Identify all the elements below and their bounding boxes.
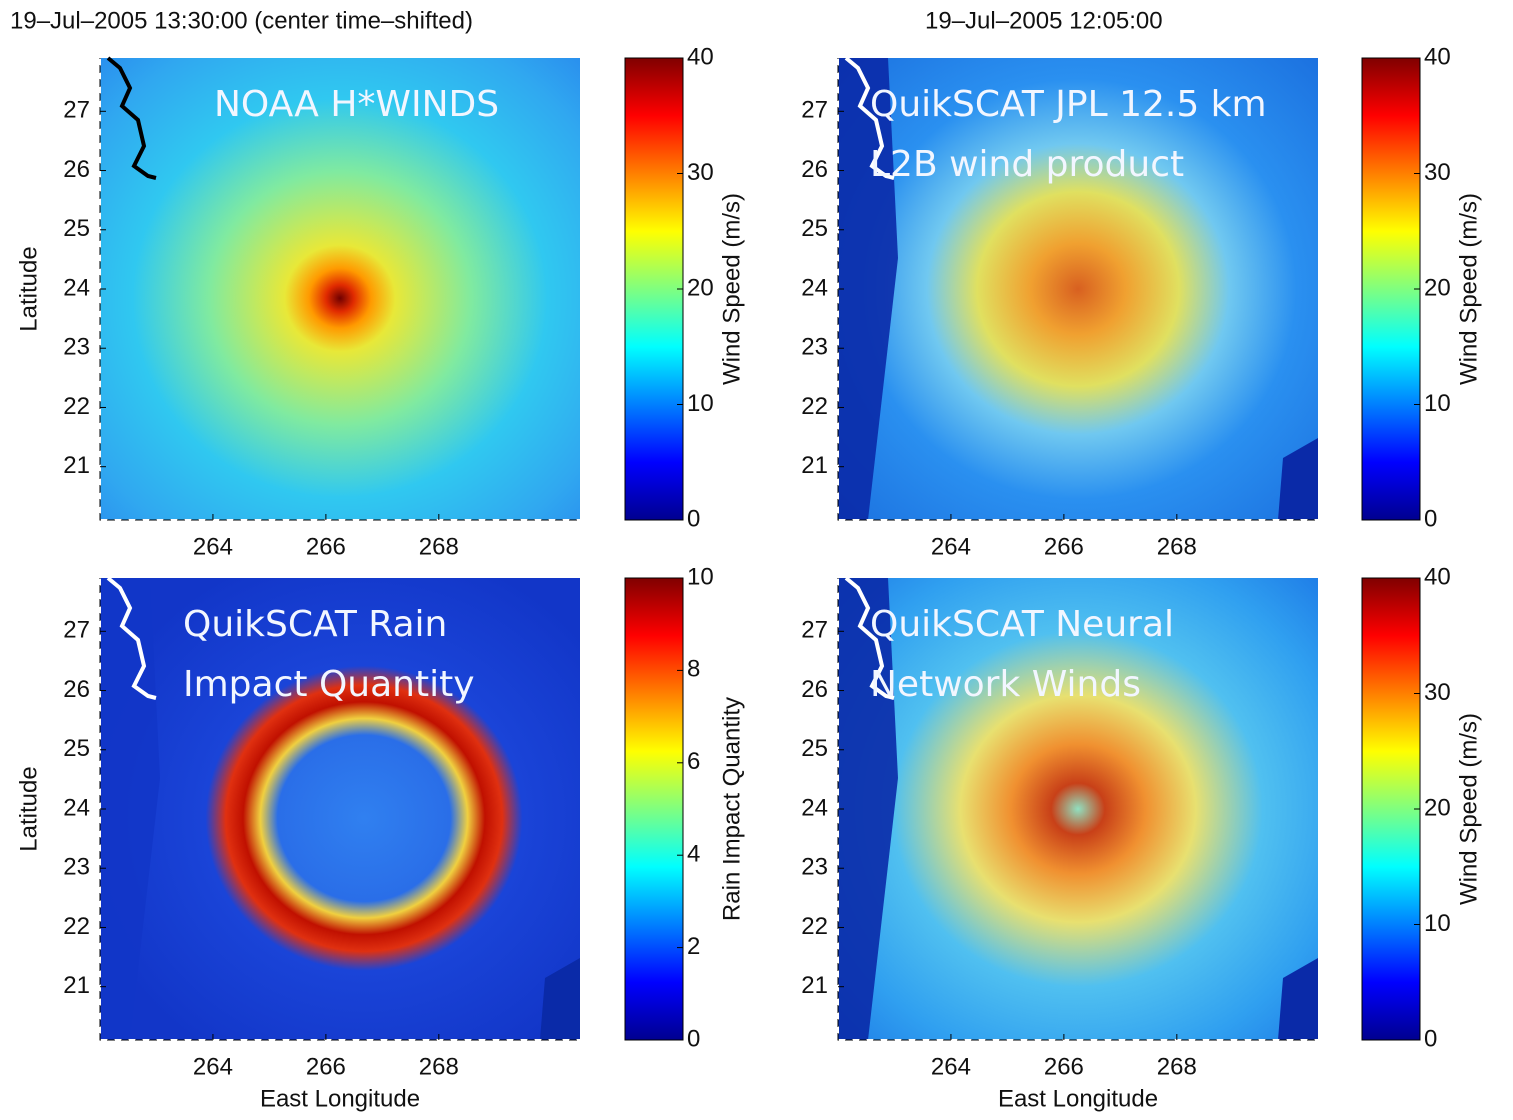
heatmap — [838, 578, 1318, 1040]
y-tick-label: 25 — [801, 215, 828, 242]
coastline — [844, 56, 895, 180]
colorbar-tick-label: 10 — [1424, 910, 1451, 937]
x-tick-label: 266 — [306, 1053, 346, 1080]
colorbar-tick-label: 40 — [687, 43, 714, 70]
colorbar-tick-label: 6 — [687, 748, 700, 775]
coastline — [106, 56, 157, 180]
colorbar-tick-label: 0 — [687, 505, 700, 532]
colorbar-label: Wind Speed (m/s) — [718, 193, 745, 385]
colorbar-label: Wind Speed (m/s) — [1455, 193, 1482, 385]
colorbar-tick-label: 30 — [1424, 679, 1451, 706]
y-tick-label: 24 — [63, 794, 90, 821]
y-tick-label: 25 — [801, 735, 828, 762]
y-tick-label: 24 — [801, 794, 828, 821]
y-tick-label: 23 — [801, 854, 828, 881]
axis-frame — [837, 578, 1318, 1041]
colorbar-tick-label: 40 — [1424, 43, 1451, 70]
colorbar-label: Wind Speed (m/s) — [1455, 713, 1482, 905]
annotation: QuikSCAT JPL 12.5 km — [870, 84, 1267, 125]
annotation: NOAA H*WINDS — [214, 84, 499, 125]
y-tick-label: 23 — [63, 854, 90, 881]
y-tick-label: 22 — [63, 913, 90, 940]
coastline — [106, 576, 157, 700]
colorbar-tick-label: 10 — [1424, 390, 1451, 417]
heatmap — [838, 58, 1318, 520]
y-axis-label: Latitude — [15, 246, 42, 331]
x-axis-label: East Longitude — [998, 1085, 1158, 1112]
y-tick-label: 23 — [801, 334, 828, 361]
axis-frame — [99, 58, 580, 521]
panel-title: 19–Jul–2005 13:30:00 (center time–shifte… — [10, 7, 473, 34]
y-tick-label: 26 — [801, 676, 828, 703]
x-tick-label: 266 — [306, 533, 346, 560]
colorbar-tick-label: 20 — [1424, 274, 1451, 301]
annotation: Network Winds — [870, 664, 1141, 705]
colorbar-tick-label: 40 — [1424, 563, 1451, 590]
x-tick-label: 264 — [193, 1053, 233, 1080]
colorbar-label: Rain Impact Quantity — [718, 697, 745, 921]
colorbar — [1361, 577, 1421, 1041]
y-tick-label: 22 — [801, 913, 828, 940]
y-tick-label: 27 — [63, 617, 90, 644]
y-tick-label: 21 — [63, 452, 90, 479]
colorbar-tick-label: 2 — [687, 933, 700, 960]
coastline — [844, 576, 895, 700]
colorbar-tick-label: 0 — [1424, 1025, 1437, 1052]
colorbar-tick-label: 10 — [687, 390, 714, 417]
y-tick-label: 24 — [63, 274, 90, 301]
annotation: Impact Quantity — [183, 664, 475, 705]
panel-title: 19–Jul–2005 12:05:00 — [925, 7, 1163, 34]
x-tick-label: 264 — [931, 533, 971, 560]
x-tick-label: 268 — [1157, 1053, 1197, 1080]
y-tick-label: 27 — [801, 97, 828, 124]
colorbar-tick-label: 20 — [1424, 794, 1451, 821]
y-tick-label: 25 — [63, 215, 90, 242]
x-tick-label: 268 — [419, 1053, 459, 1080]
y-tick-label: 26 — [63, 676, 90, 703]
x-tick-label: 268 — [1157, 533, 1197, 560]
annotation: L2B wind product — [870, 144, 1184, 185]
colorbar-tick-label: 10 — [687, 563, 714, 590]
y-tick-label: 21 — [63, 972, 90, 999]
y-tick-label: 25 — [63, 735, 90, 762]
colorbar — [624, 57, 684, 521]
heatmap — [100, 578, 580, 1040]
colorbar-tick-label: 0 — [687, 1025, 700, 1052]
axis-frame — [99, 578, 580, 1041]
y-tick-label: 26 — [801, 156, 828, 183]
dry-region — [1278, 438, 1318, 520]
colorbar-tick-label: 0 — [1424, 505, 1437, 532]
colorbar-tick-label: 8 — [687, 656, 700, 683]
axis-frame — [837, 58, 1318, 521]
y-tick-label: 27 — [63, 97, 90, 124]
x-tick-label: 266 — [1044, 1053, 1084, 1080]
y-axis-label: Latitude — [15, 766, 42, 851]
colorbar-tick-label: 4 — [687, 841, 700, 868]
y-tick-label: 21 — [801, 452, 828, 479]
annotation: QuikSCAT Neural — [870, 604, 1174, 645]
colorbar — [624, 577, 684, 1041]
dry-region — [1278, 958, 1318, 1040]
y-tick-label: 23 — [63, 334, 90, 361]
x-tick-label: 266 — [1044, 533, 1084, 560]
y-tick-label: 26 — [63, 156, 90, 183]
heatmap — [100, 58, 580, 520]
colorbar-tick-label: 20 — [687, 274, 714, 301]
x-tick-label: 264 — [193, 533, 233, 560]
dry-region — [540, 958, 580, 1040]
x-tick-label: 264 — [931, 1053, 971, 1080]
colorbar — [1361, 57, 1421, 521]
y-tick-label: 22 — [801, 393, 828, 420]
colorbar-tick-label: 30 — [1424, 159, 1451, 186]
annotation: QuikSCAT Rain — [183, 604, 447, 645]
y-tick-label: 22 — [63, 393, 90, 420]
y-tick-label: 24 — [801, 274, 828, 301]
x-tick-label: 268 — [419, 533, 459, 560]
colorbar-tick-label: 30 — [687, 159, 714, 186]
x-axis-label: East Longitude — [260, 1085, 420, 1112]
y-tick-label: 27 — [801, 617, 828, 644]
y-tick-label: 21 — [801, 972, 828, 999]
